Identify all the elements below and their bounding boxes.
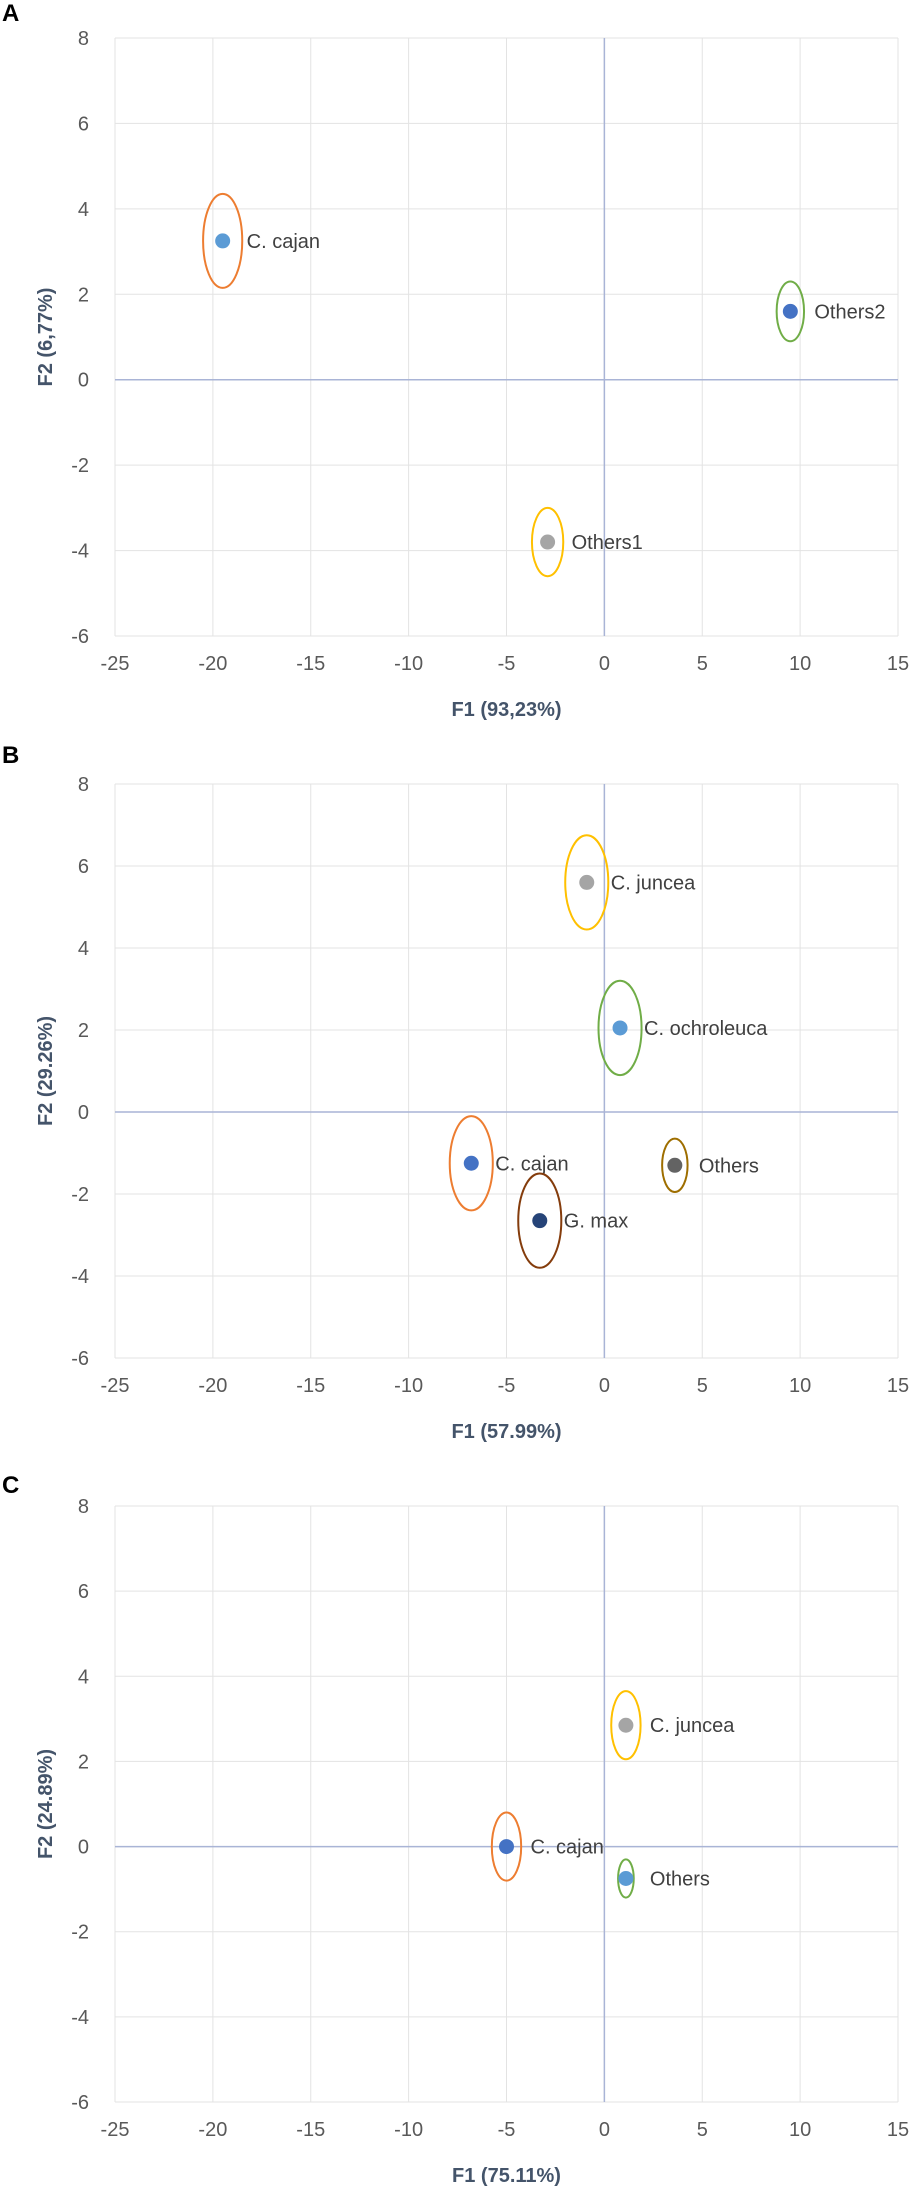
- y-tick-label: -4: [71, 2007, 89, 2029]
- y-tick-label: 4: [78, 199, 89, 221]
- x-tick-label: 0: [599, 2119, 610, 2141]
- x-tick-label: 15: [887, 653, 909, 675]
- x-tick-label: 0: [599, 1375, 610, 1397]
- y-tick-label: -6: [71, 626, 89, 648]
- x-tick-label: 10: [789, 2119, 811, 2141]
- point-label: C. cajan: [495, 1153, 568, 1175]
- cluster-ellipse: [775, 280, 806, 343]
- y-tick-label: -2: [71, 1184, 89, 1206]
- panel-a: A -25 -20 -15 -10 -5 0 5 10 15 -6 -4 -2 0 2 4 6 8 F1 (93,…: [0, 0, 918, 730]
- y-tick-label: 8: [78, 1496, 89, 1518]
- y-tick-label: 8: [78, 28, 89, 50]
- x-tick-label: -20: [198, 2119, 227, 2141]
- data-point: [579, 874, 595, 890]
- point-label: C. juncea: [650, 1715, 735, 1737]
- y-tick-label: 6: [78, 113, 89, 135]
- cluster-ellipse: [610, 1690, 642, 1761]
- data-point: [618, 1717, 634, 1733]
- x-tick-label: 5: [697, 1375, 708, 1397]
- y-tick-label: -2: [71, 1922, 89, 1944]
- cluster-ellipse: [564, 834, 610, 931]
- data-point: [667, 1157, 683, 1173]
- cluster-ellipse: [517, 1172, 563, 1269]
- point-label: C. cajan: [247, 231, 320, 253]
- x-axis-title: F1 (75.11%): [452, 2165, 561, 2187]
- y-tick-label: 6: [78, 856, 89, 878]
- x-tick-label: -5: [498, 653, 516, 675]
- x-tick-label: 15: [887, 2119, 909, 2141]
- x-tick-label: 15: [887, 1375, 909, 1397]
- y-tick-label: -4: [71, 541, 89, 563]
- x-axis-title: F1 (57.99%): [451, 1421, 561, 1443]
- x-tick-label: -20: [198, 1375, 227, 1397]
- panel-b: B -25 -20 -15 -10 -5 0 5 10 15 -6 -4 -2 0 2 4 6 8 F1 (57.…: [0, 730, 918, 1460]
- y-axis-title: F2 (6,77%): [35, 288, 57, 387]
- panel-letter: B: [2, 742, 20, 769]
- data-point: [618, 1871, 634, 1886]
- y-tick-label: 4: [78, 938, 89, 960]
- data-point: [215, 233, 231, 249]
- x-tick-label: 0: [599, 653, 610, 675]
- data-point: [782, 303, 798, 319]
- y-tick-label: 0: [78, 1102, 89, 1124]
- cluster-ellipse: [202, 192, 244, 289]
- cluster-ellipse: [661, 1137, 689, 1193]
- point-label: Others: [650, 1869, 710, 1891]
- cluster-ellipse: [597, 979, 643, 1077]
- y-tick-label: -2: [71, 455, 89, 477]
- y-tick-label: 6: [78, 1581, 89, 1603]
- x-tick-label: -10: [394, 2119, 423, 2141]
- point-label: G. max: [564, 1211, 628, 1233]
- x-tick-label: 5: [697, 653, 708, 675]
- x-tick-label: -25: [101, 653, 130, 675]
- x-tick-label: -20: [198, 653, 227, 675]
- y-tick-label: 2: [78, 1751, 89, 1773]
- data-point: [499, 1839, 514, 1855]
- y-axis-title: F2 (29.26%): [35, 1016, 57, 1126]
- cluster-ellipse: [490, 1811, 523, 1882]
- data-point: [463, 1155, 479, 1171]
- cluster-ellipse: [530, 506, 565, 578]
- y-tick-label: 8: [78, 774, 89, 796]
- panel-letter: A: [2, 0, 20, 27]
- x-tick-label: -10: [394, 653, 423, 675]
- x-tick-label: -25: [101, 1375, 130, 1397]
- y-tick-label: 4: [78, 1666, 89, 1688]
- x-tick-label: -15: [296, 2119, 325, 2141]
- y-axis-title: F2 (24.89%): [35, 1749, 57, 1859]
- panel-letter: C: [2, 1472, 20, 1499]
- y-tick-label: -4: [71, 1266, 89, 1288]
- data-point: [540, 534, 556, 550]
- y-tick-label: 0: [78, 370, 89, 392]
- point-label: Others2: [814, 301, 885, 323]
- point-label: Others: [699, 1155, 759, 1177]
- x-tick-label: -5: [498, 1375, 516, 1397]
- data-point: [612, 1020, 628, 1036]
- x-tick-label: -15: [296, 1375, 325, 1397]
- y-tick-label: 2: [78, 284, 89, 306]
- cluster-ellipse: [617, 1858, 635, 1899]
- point-label: C. ochroleuca: [644, 1018, 768, 1040]
- data-point: [532, 1213, 548, 1229]
- point-label: C. cajan: [531, 1837, 604, 1859]
- y-tick-label: 2: [78, 1020, 89, 1042]
- cluster-ellipse: [448, 1115, 494, 1212]
- x-tick-label: -15: [296, 653, 325, 675]
- y-tick-label: -6: [71, 1348, 89, 1370]
- x-tick-label: 5: [697, 2119, 708, 2141]
- point-label: C. juncea: [611, 872, 696, 894]
- x-tick-label: 10: [789, 1375, 811, 1397]
- y-tick-label: 0: [78, 1837, 89, 1859]
- x-tick-label: -10: [394, 1375, 423, 1397]
- point-label: Others1: [572, 532, 643, 554]
- x-axis-title: F1 (93,23%): [451, 699, 561, 721]
- x-tick-label: -5: [498, 2119, 516, 2141]
- panel-c: C -25 -20 -15 -10 -5 0 5 10 15 -6 -4 -2 0 2 4 6 8 F1 (75.…: [0, 1460, 918, 2198]
- x-tick-label: 10: [789, 653, 811, 675]
- y-tick-label: -6: [71, 2092, 89, 2114]
- x-tick-label: -25: [101, 2119, 130, 2141]
